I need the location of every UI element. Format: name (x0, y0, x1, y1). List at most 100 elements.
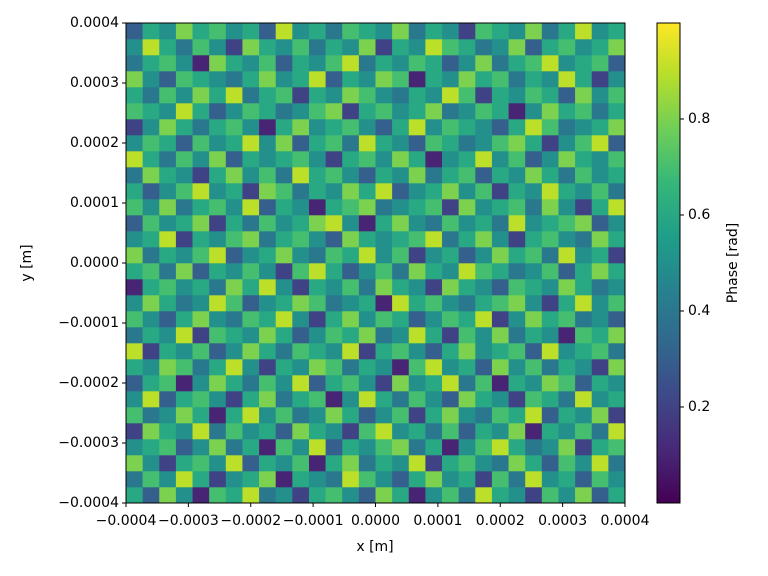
heatmap-cell (342, 103, 360, 120)
heatmap-cell (192, 359, 210, 376)
heatmap-cell (541, 231, 559, 248)
heatmap-cell (275, 199, 293, 216)
heatmap-cell (358, 487, 376, 504)
heatmap-cell (475, 119, 493, 136)
heatmap-cell (126, 103, 143, 120)
heatmap-cell (308, 279, 326, 296)
x-axis-label: x [m] (356, 539, 393, 555)
heatmap-cell (325, 423, 343, 440)
heatmap-cell (192, 343, 210, 360)
heatmap-cell (558, 87, 576, 104)
heatmap-cell (375, 119, 393, 136)
heatmap-cell (491, 23, 509, 40)
heatmap-cell (408, 295, 426, 312)
heatmap-cell (491, 343, 509, 360)
heatmap-cell (442, 23, 459, 40)
heatmap-cell (375, 199, 393, 216)
heatmap-cell (392, 23, 410, 40)
heatmap-cell (475, 103, 493, 120)
heatmap-cell (475, 279, 493, 296)
heatmap-cell (375, 151, 393, 168)
heatmap-cell (259, 455, 276, 472)
heatmap-cell (575, 343, 593, 360)
heatmap-cell (541, 135, 559, 152)
heatmap-cell (608, 39, 626, 56)
heatmap-cell (159, 375, 177, 392)
heatmap-cell (525, 247, 543, 264)
heatmap-cell (525, 119, 543, 136)
heatmap-cell (608, 391, 626, 408)
heatmap-cell (491, 39, 509, 56)
heatmap-cell (425, 295, 443, 312)
heatmap-cell (159, 327, 177, 344)
heatmap-cell (175, 71, 193, 88)
heatmap-cell (275, 487, 293, 504)
heatmap-cell (242, 199, 260, 216)
heatmap-cell (325, 39, 343, 56)
heatmap-cell (558, 343, 576, 360)
heatmap-cell (558, 359, 576, 376)
heatmap-cell (325, 471, 343, 488)
heatmap-cell (541, 487, 559, 504)
heatmap-cell (408, 87, 426, 104)
heatmap-cell (192, 279, 210, 296)
heatmap-cell (575, 263, 593, 280)
heatmap-cell (225, 103, 243, 120)
heatmap-cell (242, 151, 260, 168)
heatmap-cell (242, 343, 260, 360)
heatmap-cell (308, 87, 326, 104)
heatmap-cell (358, 119, 376, 136)
heatmap-cell (458, 343, 476, 360)
heatmap-cell (308, 151, 326, 168)
heatmap-cell (242, 183, 260, 200)
heatmap-cell (408, 55, 426, 72)
heatmap-cell (275, 327, 293, 344)
heatmap-cell (408, 103, 426, 120)
heatmap-cell (558, 151, 576, 168)
heatmap-cell (292, 311, 310, 328)
heatmap-cell (358, 247, 376, 264)
y-tick-label: −0.0002 (58, 375, 119, 391)
heatmap-cell (591, 151, 609, 168)
heatmap-cell (591, 247, 609, 264)
heatmap-cell (275, 375, 293, 392)
heatmap-cell (242, 23, 260, 40)
heatmap-cell (209, 215, 227, 232)
heatmap-cell (142, 247, 160, 264)
heatmap-cell (442, 279, 459, 296)
heatmap-cell (458, 247, 476, 264)
heatmap-cell (558, 407, 576, 424)
heatmap-cell (308, 71, 326, 88)
heatmap-cell (608, 343, 626, 360)
heatmap-cell (142, 391, 160, 408)
heatmap-cell (558, 263, 576, 280)
heatmap-cell (292, 391, 310, 408)
heatmap-cell (408, 215, 426, 232)
heatmap-cell (209, 151, 227, 168)
heatmap-cell (408, 311, 426, 328)
heatmap-cell (491, 359, 509, 376)
heatmap-cell (142, 343, 160, 360)
heatmap-cell (442, 455, 459, 472)
heatmap-cell (375, 87, 393, 104)
heatmap-cell (142, 487, 160, 504)
heatmap-cell (175, 247, 193, 264)
heatmap-cell (591, 71, 609, 88)
heatmap-cell (126, 39, 143, 56)
heatmap-cell (225, 279, 243, 296)
heatmap-cell (126, 471, 143, 488)
heatmap-cell (408, 375, 426, 392)
heatmap-cell (325, 135, 343, 152)
heatmap-cell (425, 199, 443, 216)
heatmap-cell (209, 183, 227, 200)
heatmap-cell (475, 231, 493, 248)
heatmap-cell (591, 407, 609, 424)
heatmap-cell (541, 263, 559, 280)
heatmap-cell (308, 39, 326, 56)
heatmap-cell (358, 87, 376, 104)
heatmap-cell (508, 311, 526, 328)
heatmap-cell (458, 87, 476, 104)
heatmap-cell (242, 87, 260, 104)
heatmap-cell (292, 103, 310, 120)
heatmap-cell (608, 199, 626, 216)
